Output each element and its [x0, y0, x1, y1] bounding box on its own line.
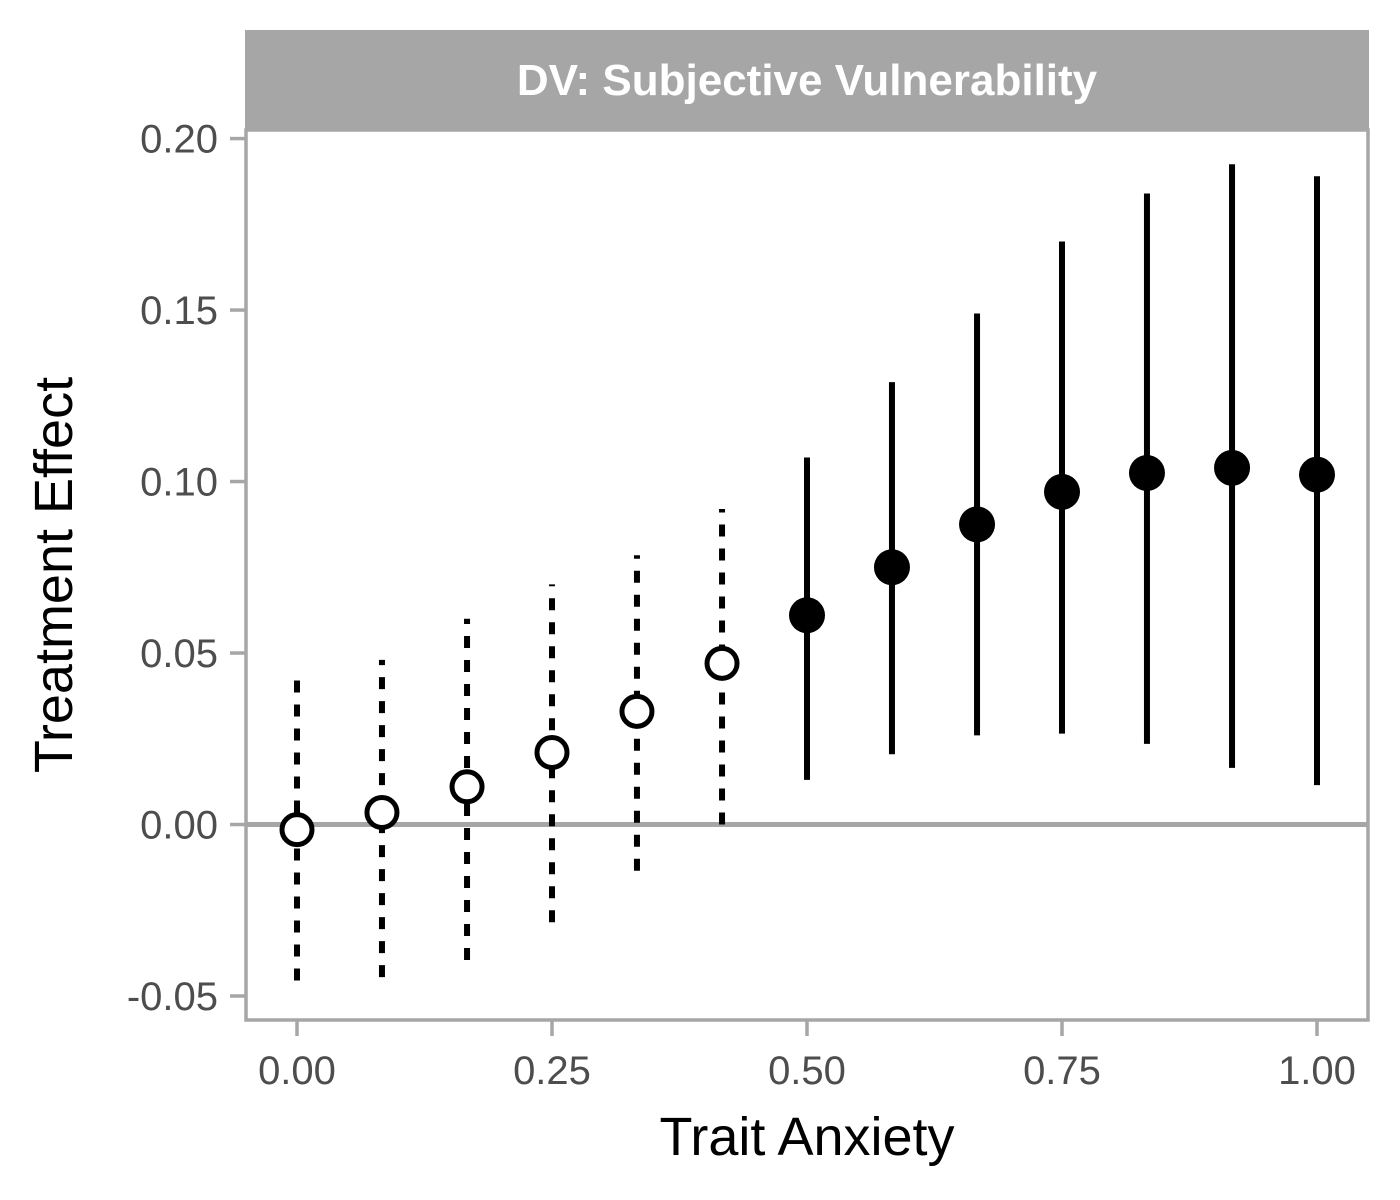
point-2: [449, 769, 485, 805]
facet-strip: [245, 30, 1369, 129]
point-8: [959, 506, 996, 543]
y-tick-label-4: 0.15: [140, 289, 218, 333]
y-axis: -0.05 0.00 0.05 0.10 0.15 0.20: [127, 118, 246, 1019]
point-6: [789, 597, 825, 634]
y-tick-label-3: 0.10: [140, 461, 218, 505]
x-tick-label-0: 0.00: [258, 1049, 336, 1093]
x-axis: 0.00 0.25 0.50 0.75 1.00: [258, 1020, 1356, 1093]
point-12: [1299, 456, 1335, 493]
x-tick-label-1: 0.25: [513, 1049, 591, 1093]
x-tick-label-4: 1.00: [1278, 1049, 1356, 1093]
y-axis-title: Treatment Effect: [24, 377, 84, 773]
point-4: [619, 693, 655, 729]
y-tick-label-2: 0.05: [140, 632, 218, 676]
y-tick-label-1: 0.00: [140, 804, 218, 848]
point-9: [1044, 473, 1080, 510]
x-tick-label-3: 0.75: [1023, 1049, 1101, 1093]
y-tick-label-0: -0.05: [127, 975, 218, 1019]
x-tick-label-2: 0.50: [768, 1049, 846, 1093]
point-0: [279, 812, 315, 848]
point-3: [534, 734, 570, 770]
x-axis-title: Trait Anxiety: [659, 1107, 954, 1167]
facet-strip-label: DV: Subjective Vulnerability: [517, 56, 1098, 105]
data-marks: [279, 164, 1335, 981]
point-10: [1128, 454, 1165, 491]
point-7: [873, 549, 910, 586]
point-5: [704, 645, 740, 681]
point-11: [1214, 449, 1251, 486]
y-tick-label-5: 0.20: [140, 118, 218, 162]
point-1: [364, 795, 400, 831]
